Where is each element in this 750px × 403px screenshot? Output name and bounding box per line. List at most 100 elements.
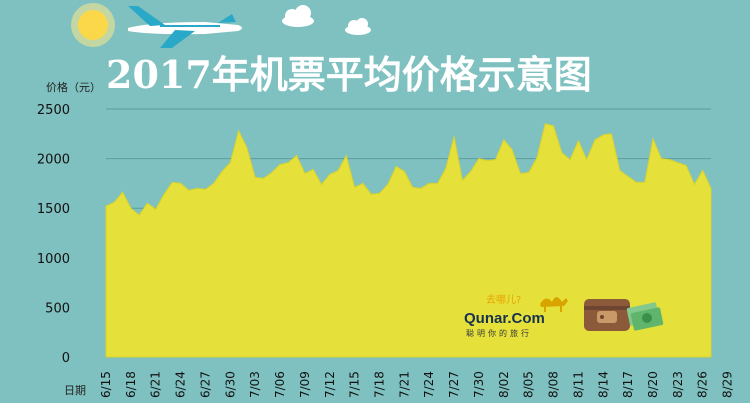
data-point: [287, 162, 289, 164]
x-tick-label: 7/21: [397, 371, 411, 398]
data-point: [461, 179, 463, 181]
data-point: [229, 162, 231, 164]
x-tick-label: 8/26: [696, 371, 710, 398]
x-tick-label: 8/17: [621, 371, 635, 398]
x-tick-label: 7/27: [447, 371, 461, 398]
data-point: [420, 187, 422, 189]
data-point: [677, 162, 679, 164]
data-point: [693, 183, 696, 185]
data-point: [403, 170, 405, 173]
data-point: [511, 149, 513, 151]
data-point: [146, 202, 148, 204]
camel-icon: [540, 297, 568, 312]
y-tick-label: 1500: [37, 202, 70, 217]
data-point: [130, 207, 132, 209]
x-tick-label: 7/15: [348, 371, 362, 398]
data-point: [254, 176, 256, 178]
brand-tagline: 聪明你的旅行: [466, 328, 532, 338]
data-point: [113, 201, 115, 203]
data-point: [710, 187, 712, 189]
x-axis-label: 日期: [64, 384, 86, 397]
x-tick-label: 7/24: [422, 371, 436, 398]
data-point: [213, 182, 215, 184]
x-tick-label: 6/21: [149, 371, 163, 398]
data-point: [221, 170, 223, 173]
data-point: [536, 157, 538, 159]
x-tick-label: 7/18: [372, 371, 386, 398]
cloud-icon: [282, 5, 314, 27]
data-point: [238, 130, 240, 132]
data-point: [196, 187, 198, 189]
data-point: [652, 138, 654, 140]
x-tick-label: 8/08: [547, 371, 561, 398]
data-point: [528, 171, 530, 174]
data-point: [669, 159, 671, 161]
plot-area: [105, 123, 712, 358]
data-point: [171, 181, 173, 183]
x-tick-label: 6/30: [223, 371, 237, 398]
data-point: [685, 164, 687, 167]
data-point: [329, 173, 331, 176]
x-tick-label: 6/18: [124, 371, 138, 398]
data-point: [552, 125, 555, 127]
y-tick-label: 500: [45, 301, 70, 316]
data-point: [478, 158, 480, 160]
data-point: [610, 133, 613, 135]
x-tick-label: 7/09: [298, 371, 312, 398]
data-point: [262, 177, 265, 179]
chart-title: 2017年机票平均价格示意图: [106, 52, 592, 97]
y-axis: 0 500 1000 1500 2000 2500: [37, 103, 70, 366]
data-point: [445, 167, 447, 170]
data-point: [345, 155, 347, 157]
data-point: [337, 169, 339, 172]
data-point: [436, 182, 439, 184]
data-point: [702, 169, 704, 172]
data-point: [395, 165, 397, 168]
data-point: [635, 181, 638, 183]
data-point: [163, 193, 165, 195]
x-tick-label: 8/20: [646, 371, 660, 398]
cloud-icon: [345, 18, 371, 35]
data-point: [320, 183, 323, 185]
data-point: [577, 140, 580, 142]
data-point: [602, 134, 604, 136]
qunar-logo: 去哪儿? Qunar.Com 聪明你的旅行: [464, 294, 568, 338]
airplane-icon: [128, 6, 242, 48]
y-tick-label: 2000: [37, 153, 70, 168]
data-point: [619, 169, 621, 172]
data-point: [138, 214, 140, 216]
y-tick-label: 0: [62, 351, 70, 366]
data-point: [204, 188, 207, 190]
data-point: [486, 160, 488, 162]
data-point: [470, 170, 472, 173]
x-tick-label: 8/05: [522, 371, 536, 398]
y-tick-label: 1000: [37, 252, 70, 267]
x-tick-label: 8/11: [571, 371, 585, 398]
data-point: [561, 152, 563, 154]
data-point: [453, 136, 455, 138]
wallet-icon: [584, 299, 630, 331]
data-point: [354, 186, 356, 188]
x-axis: 6/15 6/18 6/21 6/24 6/27 6/30 7/03 7/06 7/09 7/12…: [99, 371, 735, 398]
data-point: [569, 159, 571, 161]
data-point: [304, 172, 306, 175]
data-point: [494, 159, 497, 161]
x-tick-label: 8/14: [596, 371, 610, 398]
data-point: [370, 193, 372, 195]
data-point: [644, 181, 646, 183]
data-point: [105, 205, 107, 207]
data-point: [378, 192, 381, 194]
data-point: [122, 191, 124, 193]
data-point: [155, 208, 157, 210]
data-point: [296, 155, 298, 157]
y-axis-label: 价格（元）: [46, 80, 101, 94]
brand-name: Qunar.Com: [464, 310, 545, 327]
brand-slogan: 去哪儿?: [486, 294, 521, 306]
data-point: [188, 189, 190, 191]
cash-icon: [626, 302, 664, 331]
data-point: [271, 171, 273, 174]
x-tick-label: 7/03: [248, 371, 262, 398]
data-point: [312, 168, 314, 171]
data-point: [412, 186, 414, 188]
